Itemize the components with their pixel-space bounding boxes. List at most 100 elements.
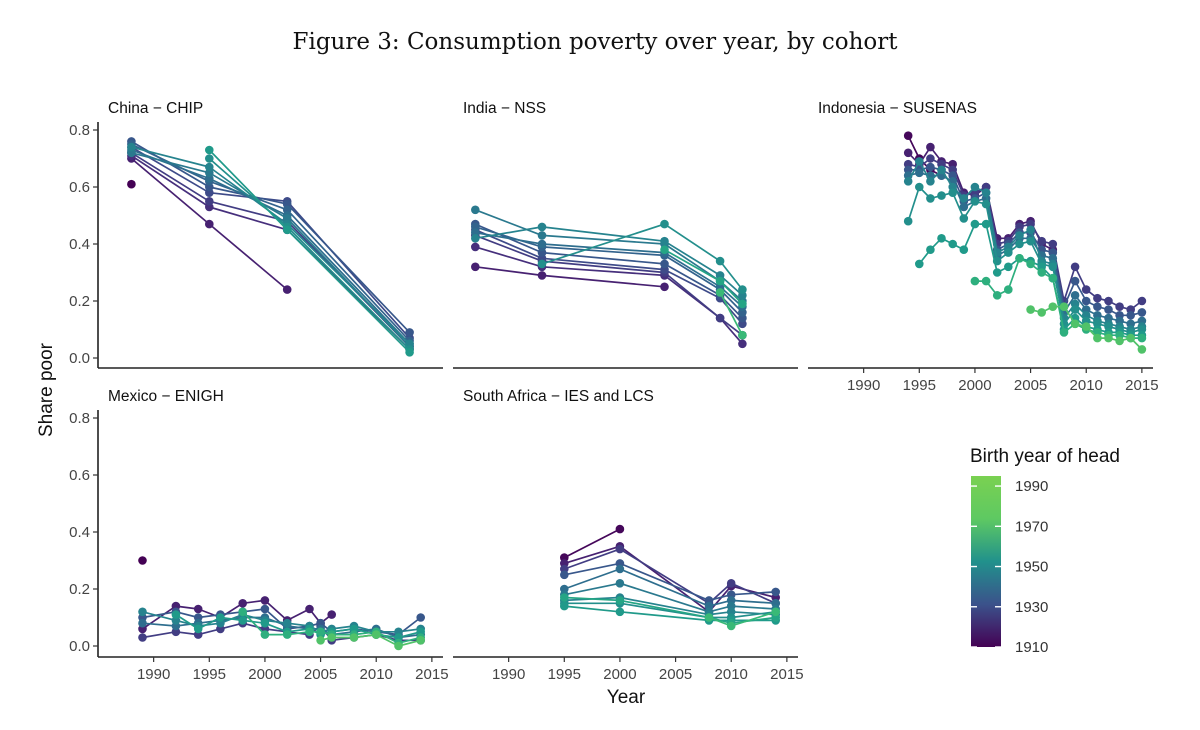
- data-point: [1126, 333, 1135, 343]
- series-cohort-1930: [471, 231, 747, 340]
- data-point: [948, 188, 957, 197]
- x-tick-label: 2005: [304, 666, 337, 683]
- series-cohort-1975: [560, 593, 780, 628]
- y-tick-label: 0.8: [69, 410, 90, 427]
- data-point: [560, 601, 569, 611]
- data-point: [992, 291, 1002, 300]
- series-cohort-1910: [138, 556, 147, 565]
- data-point: [915, 259, 924, 269]
- legend-tick-label: 1970: [1015, 518, 1048, 535]
- data-point: [205, 197, 214, 206]
- data-point: [537, 231, 547, 240]
- x-tick-label: 2015: [770, 666, 803, 683]
- data-point: [615, 544, 625, 554]
- data-point: [715, 288, 725, 297]
- data-point: [1059, 328, 1069, 337]
- data-point: [349, 633, 359, 642]
- y-axis-label: Share poor: [36, 342, 57, 437]
- data-point: [903, 148, 913, 158]
- series-cohort-1965: [537, 219, 747, 294]
- data-point: [1070, 291, 1080, 300]
- series-cohort-1960: [471, 222, 747, 300]
- data-point: [970, 276, 980, 286]
- data-point: [1004, 262, 1013, 272]
- data-point: [138, 607, 147, 617]
- data-point: [1004, 248, 1013, 257]
- legend-colorbar: [971, 476, 1001, 647]
- data-point: [1104, 305, 1113, 314]
- data-point: [992, 268, 1002, 277]
- figure-title: Figure 3: Consumption poverty over year,…: [293, 29, 899, 55]
- series-cohort-1970: [205, 145, 414, 357]
- data-point: [1093, 333, 1102, 343]
- data-point: [1037, 236, 1046, 246]
- x-tick-label: 2000: [603, 666, 636, 683]
- data-point: [537, 259, 547, 269]
- x-tick-label: 1990: [847, 377, 880, 394]
- data-point: [981, 276, 991, 286]
- data-point: [282, 225, 292, 235]
- data-point: [615, 607, 625, 617]
- data-point: [1026, 259, 1035, 269]
- x-axis-label: Year: [607, 687, 646, 708]
- panel-indonesia-susenas: Indonesia − SUSENAS 1990 1995 2000 2005 2010 2…: [808, 100, 1159, 394]
- data-point: [282, 618, 292, 628]
- series-line: [208, 149, 411, 353]
- series-cohort-1912: [560, 524, 625, 562]
- data-point: [1115, 336, 1124, 346]
- data-point: [704, 613, 714, 622]
- data-point: [1015, 231, 1024, 240]
- series-cohort-1965: [903, 182, 1147, 337]
- data-point: [981, 199, 991, 209]
- series-line: [130, 154, 411, 351]
- legend-tick-label: 1990: [1015, 478, 1048, 495]
- series-cohort-1930: [127, 148, 414, 351]
- data-point: [138, 618, 147, 628]
- series-line: [907, 160, 1143, 331]
- data-point: [305, 604, 314, 614]
- series-cohort-1910: [127, 179, 136, 189]
- data-point: [416, 636, 426, 645]
- data-point: [948, 239, 957, 249]
- data-point: [903, 177, 913, 186]
- y-tick-label: 0.0: [69, 350, 90, 367]
- data-point: [959, 202, 969, 212]
- data-point: [1070, 276, 1080, 286]
- data-point: [260, 596, 270, 605]
- panel-south-africa-ies-and-lcs: South Africa − IES and LCS 1990 1995 2000 20…: [453, 388, 804, 683]
- series-line: [131, 146, 411, 345]
- series-line: [130, 152, 411, 348]
- data-point: [981, 188, 991, 197]
- series-line: [142, 599, 333, 630]
- panels: China − CHIP 0.0 0.2 0.4 0.6 0.8 India − NSS In…: [69, 100, 1158, 683]
- data-point: [305, 627, 314, 637]
- data-point: [471, 205, 480, 215]
- data-point: [1026, 305, 1035, 314]
- data-point: [959, 194, 969, 203]
- data-point: [127, 179, 136, 189]
- panel-china-chip: China − CHIP 0.0 0.2 0.4 0.6 0.8: [69, 100, 443, 369]
- series-line: [564, 562, 776, 602]
- data-point: [1104, 296, 1113, 306]
- data-point: [738, 330, 747, 340]
- data-point: [1070, 262, 1080, 272]
- series-cohort-1940: [560, 559, 780, 605]
- data-point: [1093, 293, 1102, 303]
- data-point: [471, 242, 480, 252]
- data-point: [615, 564, 625, 574]
- data-point: [1093, 302, 1102, 312]
- data-point: [1081, 285, 1091, 294]
- data-point: [537, 239, 547, 249]
- data-point: [1015, 253, 1024, 263]
- data-point: [238, 616, 247, 625]
- data-point: [1070, 319, 1080, 329]
- data-point: [738, 299, 747, 309]
- series-line: [131, 151, 411, 348]
- data-point: [560, 570, 569, 580]
- series-line: [974, 257, 1142, 339]
- data-point: [1137, 345, 1147, 354]
- x-tick-label: 1995: [193, 666, 226, 683]
- data-point: [1026, 225, 1035, 235]
- data-point: [1004, 285, 1013, 294]
